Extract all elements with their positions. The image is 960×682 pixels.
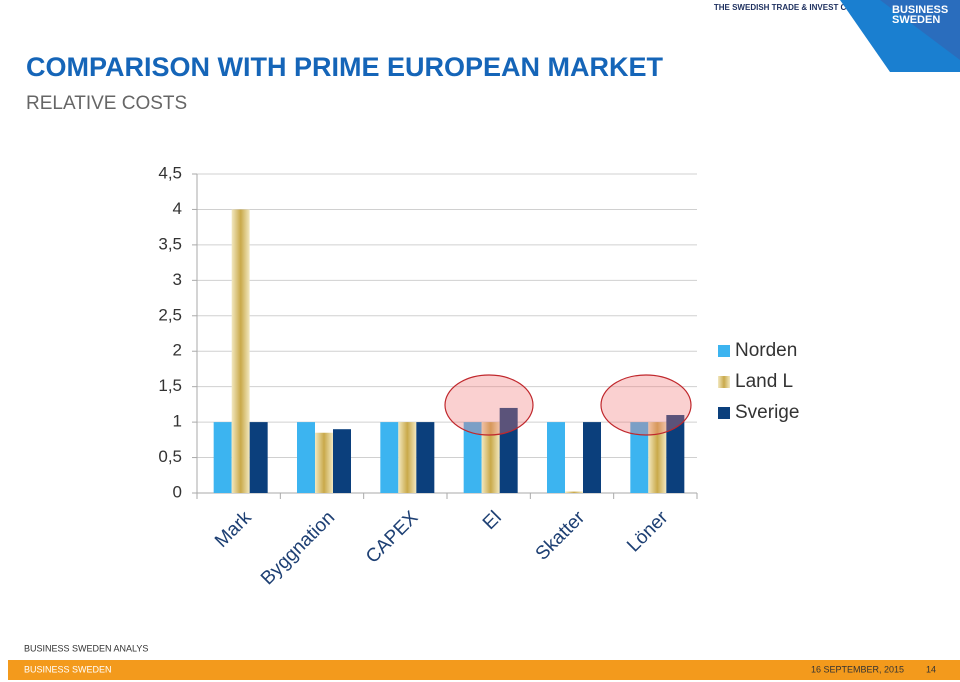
x-tick-label: Byggnation	[257, 507, 339, 589]
bar	[463, 422, 482, 493]
bar	[481, 422, 500, 493]
legend-swatch	[718, 407, 730, 419]
page-number: 14	[926, 664, 936, 674]
y-tick-label: 2,5	[158, 305, 182, 324]
legend-label: Sverige	[735, 402, 799, 423]
x-tick-label: Löner	[623, 507, 673, 557]
title: COMPARISON WITH PRIME EUROPEAN MARKET	[26, 52, 664, 82]
bar	[297, 422, 315, 493]
legend-label: Norden	[735, 340, 797, 361]
bar	[315, 432, 333, 493]
y-tick-label: 2	[173, 341, 182, 360]
bar	[333, 429, 351, 493]
bar	[249, 422, 268, 493]
bar	[630, 422, 649, 493]
logo-text: BUSINESS	[892, 4, 948, 16]
bar	[666, 415, 685, 493]
footer-company: BUSINESS SWEDEN	[24, 664, 112, 674]
y-tick-label: 4,5	[158, 163, 182, 182]
source: BUSINESS SWEDEN ANALYS	[24, 643, 148, 653]
legend-label: Land L	[735, 371, 793, 392]
logo-text: SWEDEN	[892, 14, 940, 26]
legend-swatch	[718, 345, 730, 357]
x-tick-label: CAPEX	[362, 507, 423, 568]
y-tick-label: 3	[173, 270, 182, 289]
y-tick-label: 1,5	[158, 376, 182, 395]
bar	[583, 422, 601, 493]
footer-bar	[8, 660, 960, 680]
bar	[416, 422, 435, 493]
footer-date: 16 SEPTEMBER, 2015	[811, 664, 904, 674]
council: THE SWEDISH TRADE & INVEST COUNCIL	[714, 3, 877, 12]
highlight	[600, 374, 692, 436]
x-tick-label: Skatter	[532, 507, 590, 565]
x-tick-label: El	[479, 507, 506, 534]
highlight	[444, 374, 534, 436]
bar	[547, 422, 565, 493]
bar	[398, 422, 417, 493]
bar	[565, 491, 583, 493]
y-tick-label: 0	[173, 482, 182, 501]
legend-swatch	[718, 376, 730, 388]
y-tick-label: 0,5	[158, 447, 182, 466]
logo-shade	[880, 0, 960, 60]
y-tick-label: 4	[173, 199, 182, 218]
bar	[499, 407, 518, 493]
bar	[380, 422, 399, 493]
y-tick-label: 1	[173, 412, 182, 431]
y-tick-label: 3,5	[158, 234, 182, 253]
subtitle: RELATIVE COSTS	[26, 93, 187, 114]
bar	[648, 422, 667, 493]
x-tick-label: Mark	[211, 507, 256, 552]
bar	[213, 422, 232, 493]
bar	[231, 209, 250, 493]
